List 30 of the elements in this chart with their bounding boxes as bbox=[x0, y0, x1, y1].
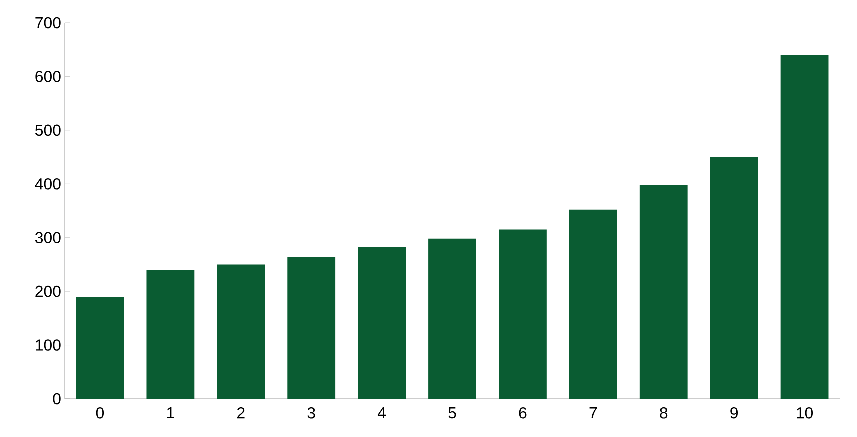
x-tick-label: 0 bbox=[96, 408, 104, 419]
bar bbox=[499, 230, 547, 399]
x-tick-label: 8 bbox=[660, 408, 668, 419]
bar bbox=[288, 257, 336, 399]
bar bbox=[146, 270, 195, 399]
y-tick-label: 700 bbox=[36, 17, 61, 29]
bar bbox=[358, 246, 406, 399]
bar bbox=[217, 264, 266, 399]
bar bbox=[710, 157, 758, 399]
bar bbox=[640, 185, 688, 399]
bar bbox=[76, 296, 124, 399]
x-tick-label: 2 bbox=[238, 408, 245, 419]
y-tick-label: 300 bbox=[35, 232, 61, 244]
bar bbox=[428, 238, 476, 399]
y-tick-label: 0 bbox=[53, 393, 61, 405]
y-tick-label: 100 bbox=[36, 340, 61, 351]
x-tick-label: 10 bbox=[797, 408, 814, 419]
y-tick-label: 200 bbox=[36, 286, 61, 298]
x-tick-label: 5 bbox=[448, 408, 456, 419]
x-tick-label: 3 bbox=[308, 408, 316, 419]
x-tick-label: 7 bbox=[590, 408, 598, 418]
y-tick-label: 500 bbox=[36, 124, 61, 136]
x-tick-label: 6 bbox=[519, 408, 527, 419]
x-tick-label: 9 bbox=[730, 408, 738, 419]
y-tick-label: 400 bbox=[35, 178, 61, 190]
x-tick-label: 1 bbox=[167, 408, 174, 418]
x-tick-label: 4 bbox=[378, 408, 386, 418]
bar bbox=[780, 55, 829, 399]
bar bbox=[569, 210, 618, 399]
y-tick-label: 600 bbox=[36, 71, 61, 82]
